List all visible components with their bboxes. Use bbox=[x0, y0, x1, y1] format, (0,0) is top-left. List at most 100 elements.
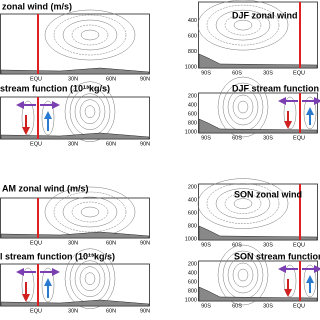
contour bbox=[53, 14, 127, 56]
x-tick-label: 30N bbox=[68, 76, 78, 82]
contour bbox=[206, 4, 280, 46]
contour bbox=[80, 206, 100, 218]
x-tick-label: 30N bbox=[68, 240, 78, 246]
panel: l stream function (10¹³kg/s) EQU 30N 60N 90N bbox=[0, 248, 150, 314]
contour bbox=[215, 188, 271, 219]
y-tick-label: 600 bbox=[188, 111, 197, 117]
contour bbox=[62, 196, 118, 228]
y-tick-label: 400 bbox=[188, 102, 197, 108]
panel-title: l stream function (10¹³kg/s) bbox=[0, 251, 115, 261]
contour bbox=[233, 198, 253, 209]
contour bbox=[64, 81, 116, 142]
contour bbox=[224, 193, 262, 214]
y-tick-label: 200 bbox=[188, 93, 197, 99]
x-tick-label: 90N bbox=[140, 141, 150, 147]
y-tick-label: 1000 bbox=[185, 297, 197, 303]
y-tick-label: 1000 bbox=[185, 236, 197, 242]
contour bbox=[41, 100, 55, 136]
y-tick-label: 400 bbox=[188, 197, 197, 203]
x-tick-label: 60S bbox=[232, 303, 242, 309]
panel-title: DJF zonal wind bbox=[232, 10, 298, 20]
x-tick-label: 60S bbox=[232, 70, 242, 76]
contour bbox=[232, 94, 254, 120]
plot-box bbox=[0, 96, 150, 140]
x-tick-label: EQU bbox=[30, 240, 42, 246]
x-tick-label: EQU bbox=[30, 308, 42, 314]
contour bbox=[41, 267, 55, 303]
contour bbox=[237, 100, 249, 114]
x-tick-label: 30S bbox=[263, 70, 273, 76]
y-tick-label: 800 bbox=[188, 288, 197, 294]
contour bbox=[197, 178, 289, 229]
panel: SON stream function 90S 60S 30S EQU 200 400 600… bbox=[185, 244, 320, 309]
contour bbox=[227, 256, 259, 294]
x-tick-label: 60N bbox=[106, 141, 116, 147]
panel: zonal wind (m/s) EQU 30N 60N 90N bbox=[0, 1, 150, 82]
y-tick-label: 800 bbox=[188, 120, 197, 126]
x-tick-label: 60N bbox=[106, 240, 116, 246]
contour bbox=[224, 14, 262, 36]
panel-title: zonal wind (m/s) bbox=[2, 1, 72, 11]
contour bbox=[71, 201, 109, 223]
x-tick-label: 30S bbox=[263, 135, 273, 141]
x-tick-label: 90S bbox=[201, 135, 211, 141]
contour bbox=[21, 100, 35, 136]
x-tick-label: 90N bbox=[140, 76, 150, 82]
x-tick-label: 90S bbox=[201, 303, 211, 309]
x-tick-label: 90S bbox=[201, 242, 211, 248]
plot-box bbox=[0, 13, 150, 75]
contour bbox=[303, 264, 317, 298]
x-tick-label: 90N bbox=[140, 308, 150, 314]
contour bbox=[303, 96, 317, 130]
contour bbox=[74, 93, 106, 130]
y-tick-label: 800 bbox=[188, 223, 197, 229]
x-tick-label: EQU bbox=[293, 303, 305, 309]
y-tick-label: 1000 bbox=[185, 129, 197, 135]
x-tick-label: 30S bbox=[263, 303, 273, 309]
contour bbox=[74, 260, 106, 297]
contour bbox=[217, 244, 269, 306]
x-tick-label: 60S bbox=[232, 135, 242, 141]
terrain bbox=[198, 286, 318, 302]
x-tick-label: EQU bbox=[293, 135, 305, 141]
y-tick-label: 600 bbox=[188, 279, 197, 285]
x-tick-label: 30N bbox=[68, 141, 78, 147]
panel: AM zonal wind (m/s) EQU 30N 60N 90N bbox=[0, 183, 150, 246]
contour bbox=[44, 9, 136, 61]
x-tick-label: 60S bbox=[232, 242, 242, 248]
contour bbox=[21, 267, 35, 303]
contour bbox=[79, 266, 101, 291]
contour bbox=[84, 272, 96, 285]
x-tick-label: 30S bbox=[263, 242, 273, 248]
y-tick-label: 200 bbox=[188, 261, 197, 267]
plot-box bbox=[0, 263, 150, 307]
contour bbox=[283, 96, 297, 130]
x-tick-label: EQU bbox=[293, 242, 305, 248]
y-tick-label: 600 bbox=[188, 210, 197, 216]
contour bbox=[227, 88, 259, 126]
panel-title: SON stream function bbox=[234, 251, 320, 261]
contour bbox=[84, 105, 96, 118]
plot-box bbox=[0, 197, 150, 239]
contour bbox=[283, 264, 297, 298]
panel: SON zonal wind 90S 60S 30S EQU 200 400 600 800 10… bbox=[185, 178, 318, 248]
contour bbox=[197, 0, 289, 51]
y-tick-label: 400 bbox=[188, 18, 197, 24]
panel: DJF zonal wind 90S 60S 30S EQU 400 600 800 1000 bbox=[185, 0, 318, 76]
plot-box bbox=[198, 183, 318, 241]
x-tick-label: EQU bbox=[30, 141, 42, 147]
x-tick-label: 30N bbox=[68, 308, 78, 314]
contour bbox=[71, 24, 109, 46]
contour bbox=[53, 191, 127, 233]
y-tick-label: 1000 bbox=[185, 64, 197, 70]
terrain bbox=[198, 53, 318, 69]
contour bbox=[215, 9, 271, 41]
contour bbox=[206, 183, 280, 224]
panel-title: DJF stream function bbox=[232, 83, 319, 93]
contour bbox=[62, 19, 118, 51]
terrain bbox=[198, 225, 318, 241]
panel-title: AM zonal wind (m/s) bbox=[2, 183, 89, 193]
y-tick-label: 800 bbox=[188, 49, 197, 55]
x-tick-label: 90N bbox=[140, 240, 150, 246]
